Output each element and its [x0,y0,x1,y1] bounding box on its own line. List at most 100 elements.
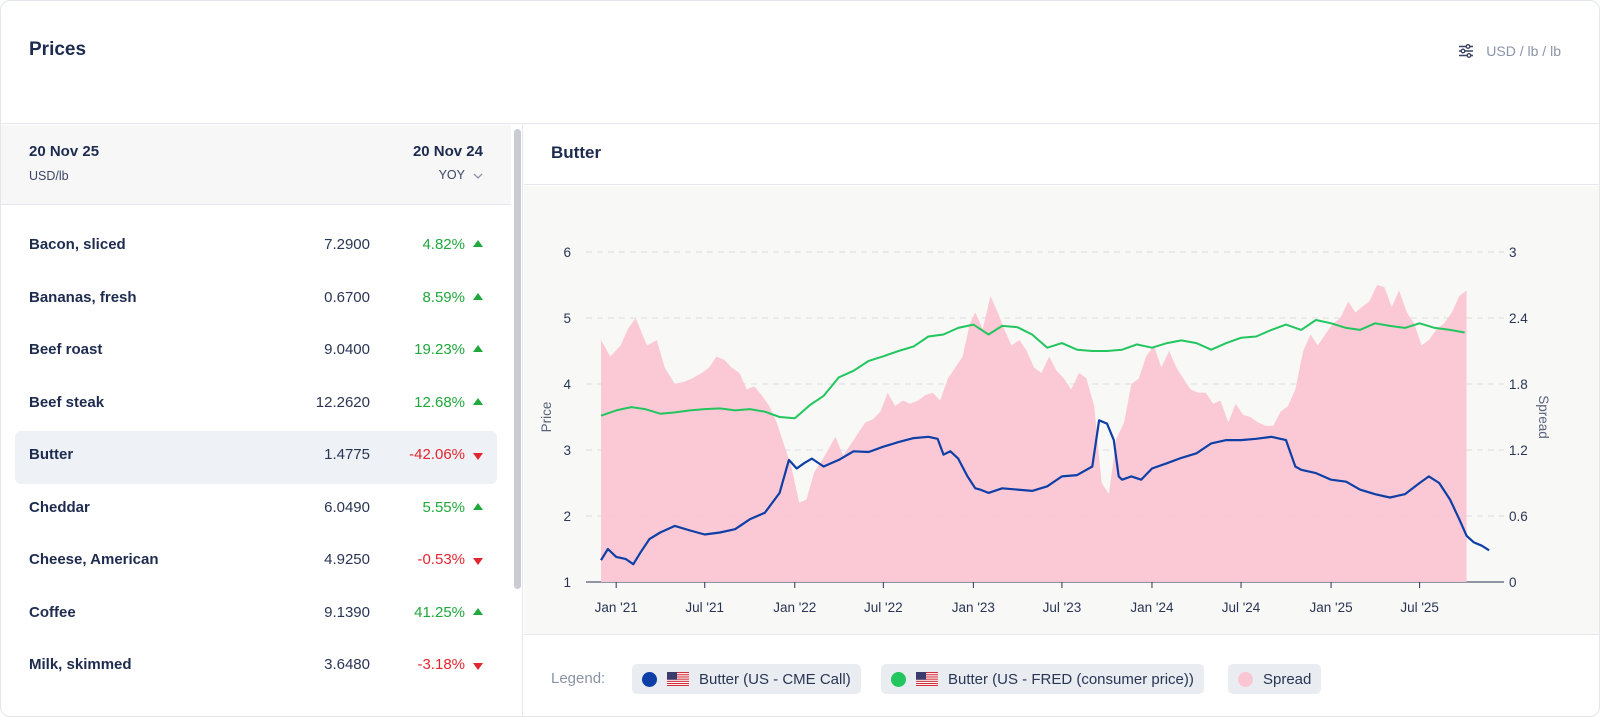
item-name: Beef steak [29,393,105,411]
arrow-up-icon [473,607,483,615]
item-name: Coffee [29,603,76,621]
item-value: 0.6700 [324,288,370,306]
arrow-up-icon [473,240,483,247]
y2-tick-label: 1.2 [1509,443,1528,458]
arrow-up-icon [473,397,483,405]
item-name: Cheddar [29,498,90,516]
item-name: Bananas, fresh [29,288,137,306]
unit-label: USD/lb [29,169,69,183]
legend-label: Legend: [551,670,606,687]
us-flag-icon [667,672,689,686]
list-item[interactable]: Coffee 9.1390 41.25% [15,589,497,642]
y-tick-label: 3 [563,443,571,458]
legend-item-label[interactable]: Butter (US - FRED (consumer price)) [948,670,1194,688]
units-label[interactable]: USD / lb / lb [1486,43,1561,59]
chart-header: Butter [524,125,1599,185]
item-change: 12.68% [414,393,465,411]
arrow-up-icon [473,345,483,352]
item-name: Milk, skimmed [29,656,132,673]
y2-tick-label: 0 [1509,575,1517,590]
item-change: 5.55% [422,498,465,516]
series-dot-icon [642,671,657,687]
y-tick-label: 1 [563,575,571,590]
arrow-up-icon [473,502,483,510]
spread-area [601,285,1467,582]
item-change: 41.25% [414,603,465,621]
y2-tick-label: 0.6 [1509,509,1528,524]
units-selector[interactable]: USD / lb / lb [1458,43,1561,59]
item-value: 6.0490 [324,498,370,516]
arrow-down-icon [473,453,483,460]
us-flag-icon [916,672,938,686]
y2-tick-label: 1.8 [1509,377,1528,392]
y2-axis-title: Spread [1536,395,1551,439]
x-tick-label: Jul '22 [864,600,903,615]
list-item[interactable]: Bacon, sliced 7.2900 4.82% [15,221,497,274]
legend-item-label[interactable]: Butter (US - CME Call) [699,670,851,688]
series-dot-icon [1238,671,1253,687]
item-name: Bacon, sliced [29,236,126,253]
item-change: 19.23% [414,341,465,358]
list-item[interactable]: Cheese, American 4.9250 -0.53% [15,536,497,589]
arrow-up-icon [473,292,483,300]
price-list-panel: 20 Nov 25 USD/lb 20 Nov 24 YOY Bacon, sl… [1,125,523,716]
list-item[interactable]: Beef roast 9.0400 19.23% [15,326,497,379]
item-value: 12.2620 [315,393,370,411]
legend-item-fred[interactable]: Butter (US - FRED (consumer price)) [881,664,1204,694]
x-tick-label: Jul '25 [1400,600,1439,615]
item-value: 9.1390 [324,603,370,621]
legend-item-spread[interactable]: Spread [1228,664,1322,694]
current-date: 20 Nov 25 [29,143,100,160]
item-change: -0.53% [417,551,465,568]
item-value: 4.9250 [324,551,370,568]
list-item[interactable]: Beef steak 12.2620 12.68% [15,379,497,432]
item-value: 3.6480 [324,656,370,673]
scrollbar[interactable] [514,129,521,589]
item-change: -42.06% [409,446,465,463]
legend-item-cme[interactable]: Butter (US - CME Call) [632,664,861,694]
item-change: -3.18% [417,656,465,673]
sliders-icon[interactable] [1458,44,1474,58]
item-name: Butter [29,446,74,463]
y-tick-label: 5 [563,311,571,326]
x-tick-label: Jan '24 [1130,600,1174,615]
list-item[interactable]: Milk, skimmed 3.6480 -3.18% [15,641,497,694]
list-item[interactable]: Cheddar 6.0490 5.55% [15,484,497,537]
x-tick-label: Jul '24 [1222,600,1261,615]
series-dot-icon [891,671,906,687]
arrow-down-icon [473,558,483,565]
legend-item-label[interactable]: Spread [1263,670,1312,688]
compare-mode-label[interactable]: YOY [438,168,465,182]
y2-tick-label: 3 [1509,245,1517,260]
y-tick-label: 4 [563,377,571,392]
x-tick-label: Jan '25 [1309,600,1352,615]
y-axis-title: Price [539,402,554,433]
item-value: 1.4775 [324,446,370,463]
legend: Legend: Butter (US - CME Call) [524,634,1599,716]
price-chart[interactable]: 1 2 3 4 5 6 0 0.6 1.2 1.8 2.4 3 Jan '21 Jul '21 Jan '2… [524,186,1600,634]
x-tick-label: Jul '23 [1043,600,1082,615]
x-tick-label: Jan '21 [595,600,638,615]
item-change: 8.59% [422,288,465,306]
list-item[interactable]: Bananas, fresh 0.6700 8.59% [15,274,497,327]
chevron-down-icon[interactable] [473,168,483,182]
y-tick-label: 2 [563,509,571,524]
series-line-fred [600,319,1465,420]
price-list-header: 20 Nov 25 USD/lb 20 Nov 24 YOY [1,125,511,205]
compare-mode-dropdown[interactable]: YOY [439,168,483,182]
series-line-cme [600,419,1490,566]
card-header: Prices USD / lb / lb [1,1,1599,124]
x-tick-label: Jan '23 [952,600,995,615]
compare-date: 20 Nov 24 [412,143,483,160]
chart-panel: Butter 1 2 3 4 5 6 0 0.6 1.2 1.8 2.4 3 Jan '21 Jul '2… [524,125,1600,716]
list-item-selected[interactable]: Butter 1.4775 -42.06% [15,431,497,484]
chart-title: Butter [551,143,602,162]
item-value: 7.2900 [324,236,370,253]
item-name: Cheese, American [29,551,159,568]
item-value: 9.0400 [324,341,370,358]
y2-tick-label: 2.4 [1509,311,1528,326]
y-tick-label: 6 [563,245,571,260]
page-title: Prices [29,39,87,60]
item-change: 4.82% [422,236,465,253]
